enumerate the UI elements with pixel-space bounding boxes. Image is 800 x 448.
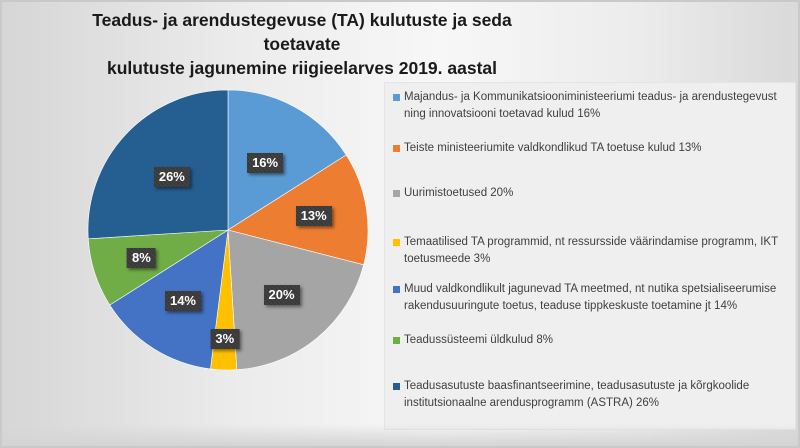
legend-item: Teadusasutuste baasfinantseerimine, tead…: [393, 378, 788, 412]
pie-slice: [227, 89, 347, 231]
pie-data-label: 13%: [295, 206, 332, 227]
chart-legend: Majandus- ja Kommunikatsiooniministeeriu…: [384, 82, 796, 430]
legend-item: Teadussüsteemi üldkulud 8%: [393, 332, 788, 349]
pie-data-label: 20%: [263, 284, 300, 305]
legend-item: Temaatilised TA programmid, nt ressurssi…: [393, 234, 788, 268]
pie-data-label: 8%: [127, 248, 156, 269]
legend-label: Uurimistoetused 20%: [404, 187, 514, 199]
pie-data-label: 3%: [210, 328, 240, 349]
legend-label: Teadussüsteemi üldkulud 8%: [404, 334, 553, 346]
pie-slice: [87, 89, 229, 240]
legend-swatch-icon: [393, 94, 400, 101]
pie-data-label: 26%: [153, 167, 190, 188]
legend-label: Teadusasutuste baasfinantseerimine, tead…: [404, 380, 750, 409]
pie-data-label: 14%: [164, 290, 201, 311]
legend-swatch-icon: [393, 286, 400, 293]
legend-item: Majandus- ja Kommunikatsiooniministeeriu…: [393, 89, 788, 123]
legend-label: Majandus- ja Kommunikatsiooniministeeriu…: [404, 91, 777, 120]
legend-swatch-icon: [393, 383, 400, 390]
legend-label: Teiste ministeeriumite valdkondlikud TA …: [404, 142, 702, 154]
chart-title: Teadus- ja arendustegevuse (TA) kulutust…: [62, 8, 542, 80]
chart-title-line-2: kulutuste jagunemine riigieelarves 2019.…: [106, 58, 498, 78]
legend-item: Teiste ministeeriumite valdkondlikud TA …: [393, 140, 788, 157]
legend-item: Muud valdkondlikult jagunevad TA meetmed…: [393, 281, 788, 315]
legend-swatch-icon: [393, 145, 400, 152]
legend-label: Muud valdkondlikult jagunevad TA meetmed…: [404, 283, 777, 312]
legend-swatch-icon: [393, 337, 400, 344]
legend-swatch-icon: [393, 239, 400, 246]
pie-chart: 16% 13% 20% 3% 14% 8% 26%: [82, 84, 374, 376]
chart-title-line-1: Teadus- ja arendustegevuse (TA) kulutust…: [92, 10, 512, 54]
pie-chart-graphic: [87, 89, 369, 371]
legend-swatch-icon: [393, 190, 400, 197]
pie-data-label: 16%: [247, 152, 284, 173]
legend-label: Temaatilised TA programmid, nt ressurssi…: [404, 236, 778, 265]
legend-item: Uurimistoetused 20%: [393, 185, 788, 202]
